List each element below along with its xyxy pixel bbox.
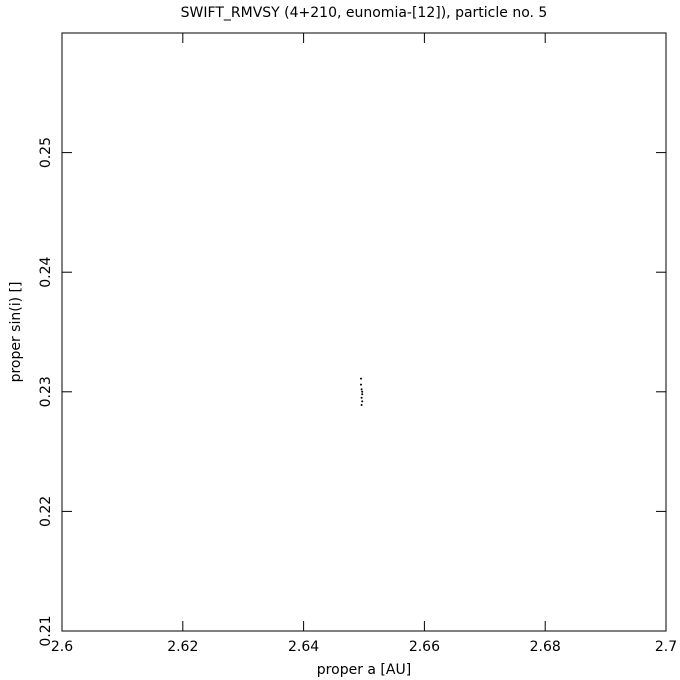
y-tick-label: 0.23 — [38, 376, 54, 407]
y-tick-label: 0.22 — [38, 496, 54, 527]
point — [361, 400, 364, 403]
x-axis-label: proper a [AU] — [317, 662, 411, 678]
y-tick-label: 0.24 — [38, 257, 54, 288]
x-tick-label: 2.7 — [655, 639, 677, 655]
point — [361, 393, 364, 396]
y-axis-label: proper sin(i) [] — [8, 282, 24, 383]
x-tick-label: 2.66 — [409, 639, 440, 655]
y-tick-label: 0.21 — [38, 615, 54, 646]
point — [360, 396, 363, 399]
x-tick-label: 2.64 — [288, 639, 319, 655]
y-tick-label: 0.25 — [38, 137, 54, 168]
plot-frame — [61, 32, 667, 632]
x-tick-label: 2.68 — [530, 639, 561, 655]
point — [361, 390, 364, 393]
point — [359, 377, 362, 380]
x-tick-label: 2.6 — [51, 639, 73, 655]
chart-title: SWIFT_RMVSY (4+210, eunomia-[12]), parti… — [181, 5, 548, 21]
x-tick-label: 2.62 — [167, 639, 198, 655]
point — [359, 383, 362, 386]
point — [360, 388, 363, 391]
point — [360, 403, 363, 406]
